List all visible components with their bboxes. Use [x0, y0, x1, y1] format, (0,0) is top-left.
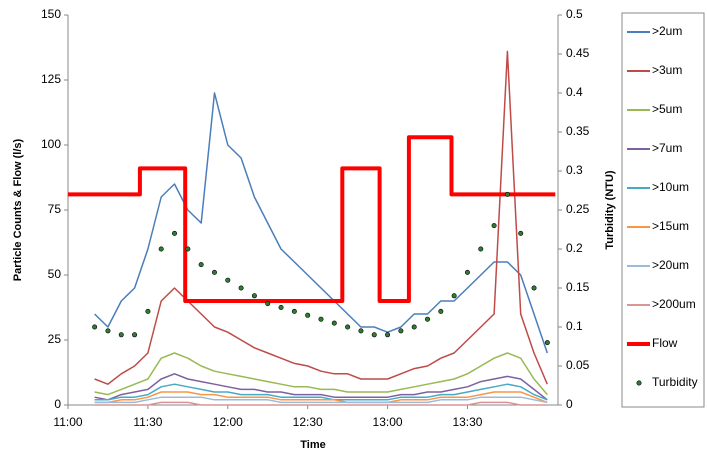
y-axis-title: Particle Counts & Flow (l/s)	[12, 138, 24, 281]
turbidity-point	[518, 230, 524, 236]
x-tick-label: 12:00	[213, 415, 243, 429]
turbidity-point	[132, 332, 138, 338]
y2-tick-label: 0.35	[566, 124, 590, 138]
y-tick-label: 25	[48, 332, 62, 346]
y2-tick-label: 0.15	[566, 280, 590, 294]
turbidity-point	[385, 332, 391, 338]
turbidity-point	[544, 340, 550, 346]
turbidity-point	[211, 269, 217, 275]
series-line	[94, 92, 549, 354]
turbidity-point	[291, 308, 297, 314]
y-tick-label: 125	[41, 72, 61, 86]
x-axis-title: Time	[300, 439, 325, 451]
turbidity-point	[504, 191, 510, 197]
turbidity-point	[145, 308, 151, 314]
turbidity-point	[411, 324, 417, 330]
y2-tick-label: 0.4	[566, 85, 583, 99]
turbidity-point	[398, 328, 404, 334]
x-tick-label: 13:00	[373, 415, 403, 429]
turbidity-point	[198, 262, 204, 268]
y-tick-label: 150	[41, 7, 61, 21]
x-tick-label: 11:00	[53, 415, 82, 429]
y2-tick-label: 0.5	[566, 7, 583, 21]
legend-label: >5um	[652, 102, 682, 116]
series-line	[94, 373, 548, 401]
turbidity-point	[238, 285, 244, 291]
turbidity-point	[318, 316, 324, 322]
series-line	[94, 396, 548, 404]
turbidity-point	[305, 312, 311, 318]
turbidity-point	[531, 285, 537, 291]
y2-tick-label: 0.25	[566, 202, 590, 216]
series-line	[94, 401, 548, 406]
turbidity-point	[491, 223, 497, 229]
y2-tick-label: 0	[566, 397, 573, 411]
turbidity-point	[451, 293, 457, 299]
plot-area	[68, 15, 558, 405]
x-tick-label: 13:30	[452, 415, 482, 429]
turbidity-point	[371, 332, 377, 338]
turbidity-point	[251, 293, 257, 299]
y2-tick-label: 0.1	[566, 319, 583, 333]
turbidity-point	[278, 304, 284, 310]
legend-box	[621, 12, 705, 408]
series-line	[68, 135, 556, 303]
y2-axis-title: Turbidity (NTU)	[604, 170, 616, 250]
y2-tick-label: 0.05	[566, 358, 590, 372]
x-tick-label: 12:30	[293, 415, 323, 429]
y-tick-label: 50	[48, 267, 62, 281]
legend-label: >15um	[652, 219, 689, 233]
y-tick-label: 0	[54, 397, 61, 411]
turbidity-point	[185, 246, 191, 252]
turbidity-point	[464, 269, 470, 275]
turbidity-point	[118, 332, 124, 338]
turbidity-point	[225, 277, 231, 283]
legend-label: >10um	[652, 180, 689, 194]
y-tick-label: 100	[41, 137, 61, 151]
turbidity-point	[172, 230, 178, 236]
legend-label: >2um	[652, 24, 682, 38]
turbidity-point	[265, 301, 271, 307]
series-line	[94, 383, 548, 401]
turbidity-point	[478, 246, 484, 252]
y2-tick-label: 0.45	[566, 46, 590, 60]
legend-label: Flow	[652, 336, 678, 350]
turbidity-point	[331, 320, 337, 326]
y2-tick-label: 0.2	[566, 241, 583, 255]
turbidity-point	[425, 316, 431, 322]
turbidity-point	[438, 308, 444, 314]
legend-label: Turbidity	[652, 375, 698, 389]
y2-tick-label: 0.3	[566, 163, 583, 177]
series-line	[94, 352, 548, 396]
series-line	[94, 391, 548, 404]
turbidity-point	[158, 246, 164, 252]
turbidity-point	[358, 328, 364, 334]
turbidity-point	[345, 324, 351, 330]
y-tick-label: 75	[48, 202, 62, 216]
x-tick-label: 11:30	[133, 415, 162, 429]
turbidity-point	[105, 328, 111, 334]
legend-marker	[636, 380, 642, 386]
legend-label: >200um	[652, 297, 696, 311]
legend-label: >3um	[652, 63, 682, 77]
legend-label: >20um	[652, 258, 689, 272]
legend-label: >7um	[652, 141, 682, 155]
series-line	[94, 50, 548, 385]
turbidity-point	[92, 324, 98, 330]
